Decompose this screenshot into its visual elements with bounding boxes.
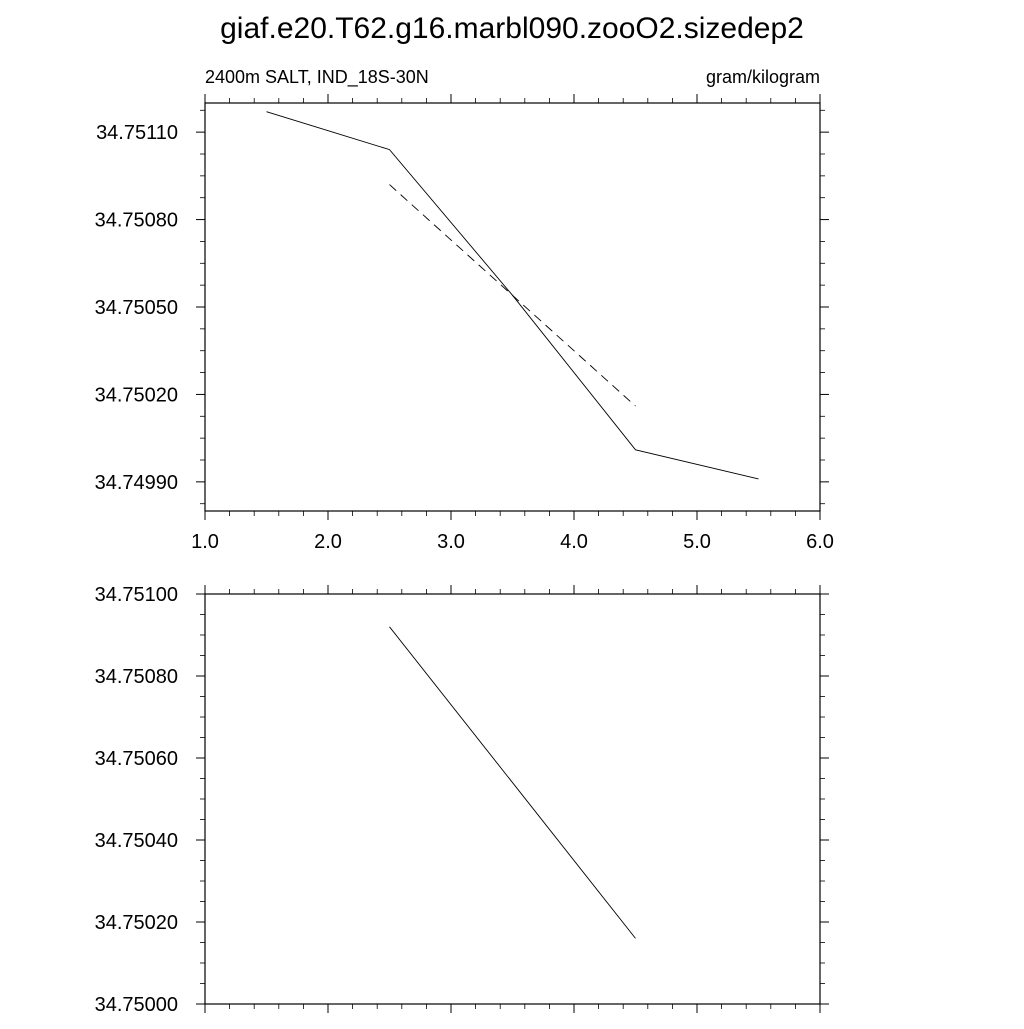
bottom-panel: 34.75000 34.75020 34.75040 34.75060 34.75080… <box>95 584 829 1016</box>
y-tick-label: 34.75100 <box>95 584 178 606</box>
y-tick-label: 34.75060 <box>95 748 178 770</box>
y-tick-label: 34.75050 <box>95 297 178 319</box>
y-tick-label: 34.74990 <box>95 472 178 494</box>
y-tick-label: 34.75020 <box>95 912 178 934</box>
units-label: gram/kilogram <box>706 67 820 87</box>
x-tick-label: 6.0 <box>806 531 834 553</box>
top-panel: 1.0 2.0 3.0 4.0 5.0 6.0 34.74990 34.75020 34.750… <box>95 67 834 553</box>
plot-frame <box>204 102 821 512</box>
y-tick-label: 34.75000 <box>95 994 178 1016</box>
plot-frame <box>204 593 821 1005</box>
y-tick-label: 34.75020 <box>95 384 178 406</box>
y-tick-label: 34.75040 <box>95 830 178 852</box>
x-tick-label: 1.0 <box>191 531 219 553</box>
chart-title: giaf.e20.T62.g16.marbl090.zooO2.sizedep2 <box>220 12 804 45</box>
y-tick-label: 34.75080 <box>95 666 178 688</box>
x-tick-label: 2.0 <box>314 531 342 553</box>
x-tick-label: 4.0 <box>560 531 588 553</box>
y-tick-label: 34.75110 <box>96 122 178 144</box>
left-subtitle: 2400m SALT, IND_18S-30N <box>205 67 429 88</box>
series-line-0 <box>389 626 636 939</box>
x-tick-label: 5.0 <box>683 531 711 553</box>
trend-line-dashed-1 <box>389 184 636 407</box>
x-tick-label: 3.0 <box>437 531 465 553</box>
y-tick-label: 34.75080 <box>95 210 178 232</box>
